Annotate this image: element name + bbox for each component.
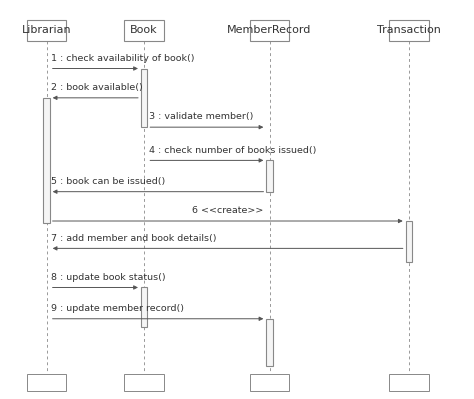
Bar <box>43 98 50 223</box>
Bar <box>389 20 428 41</box>
Bar <box>124 20 164 41</box>
Text: 8 : update book status(): 8 : update book status() <box>51 273 166 282</box>
Bar <box>27 373 66 391</box>
Text: 4 : check number of books issued(): 4 : check number of books issued() <box>149 146 316 154</box>
Text: 2 : book available(): 2 : book available() <box>51 83 143 92</box>
Text: 7 : add member and book details(): 7 : add member and book details() <box>51 233 217 243</box>
Bar <box>141 287 147 326</box>
Bar <box>124 373 164 391</box>
Bar <box>266 160 273 192</box>
Text: Book: Book <box>130 26 158 36</box>
Bar <box>250 373 289 391</box>
Text: Librarian: Librarian <box>22 26 72 36</box>
Bar <box>389 373 428 391</box>
Bar <box>27 20 66 41</box>
Text: 9 : update member record(): 9 : update member record() <box>51 304 184 313</box>
Text: 5 : book can be issued(): 5 : book can be issued() <box>51 177 165 186</box>
Bar <box>406 221 412 262</box>
Text: 6 <<create>>: 6 <<create>> <box>192 206 264 215</box>
Text: MemberRecord: MemberRecord <box>228 26 312 36</box>
Text: 3 : validate member(): 3 : validate member() <box>149 112 253 121</box>
Bar <box>250 20 289 41</box>
Text: Transaction: Transaction <box>377 26 441 36</box>
Bar <box>141 69 147 127</box>
Bar <box>266 319 273 365</box>
Text: 1 : check availability of book(): 1 : check availability of book() <box>51 53 195 63</box>
